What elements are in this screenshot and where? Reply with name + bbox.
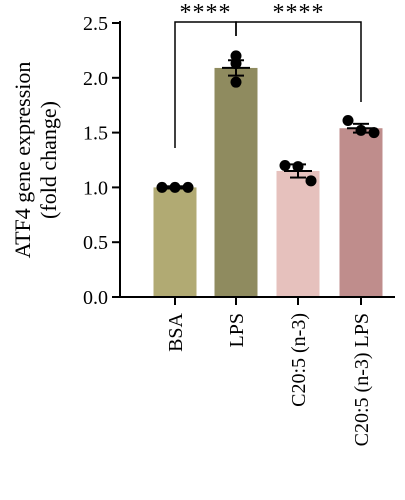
y-tick-label: 0.5 — [83, 232, 108, 254]
y-tick-label: 0.0 — [83, 287, 108, 309]
y-axis-ticks: 0.0 0.5 1.0 1.5 2.0 2.5 — [83, 13, 120, 309]
data-point — [182, 181, 194, 193]
data-point — [292, 161, 304, 173]
data-point — [355, 124, 367, 136]
y-axis-title-line: ATF4 gene expression — [10, 62, 35, 259]
y-tick-label: 1.5 — [83, 123, 108, 145]
x-category-label: LPS — [226, 313, 248, 347]
data-point — [230, 50, 242, 62]
y-axis-title-line: (fold change) — [36, 101, 61, 219]
bar-2 — [214, 67, 258, 297]
data-point — [279, 159, 291, 171]
significance-brackets: **** **** — [174, 0, 362, 148]
data-point — [368, 127, 380, 139]
data-point — [230, 76, 242, 88]
x-category-label: BSA — [165, 312, 187, 351]
bars — [153, 67, 383, 297]
bar-1 — [153, 187, 197, 297]
y-axis-title: ATF4 gene expression (fold change) — [10, 62, 61, 259]
y-tick-label: 2.0 — [83, 68, 108, 90]
y-tick-label: 1.0 — [83, 177, 108, 199]
significance-label: **** — [180, 0, 232, 26]
x-category-label: C20:5 (n-3) — [288, 313, 310, 407]
y-tick-label: 2.5 — [83, 13, 108, 35]
data-point — [342, 115, 354, 127]
bar-3 — [276, 170, 320, 297]
x-category-label: C20:5 (n-3) LPS — [351, 313, 373, 446]
bar-4 — [339, 128, 383, 297]
data-points — [156, 50, 380, 193]
significance-bracket — [235, 21, 362, 102]
data-point — [305, 175, 317, 187]
data-point — [169, 181, 181, 193]
significance-label: **** — [273, 0, 325, 26]
x-axis-category-labels: BSA LPS C20:5 (n-3) C20:5 (n-3) LPS — [165, 312, 373, 446]
axes — [119, 21, 395, 305]
data-point — [230, 58, 242, 70]
data-point — [156, 181, 168, 193]
